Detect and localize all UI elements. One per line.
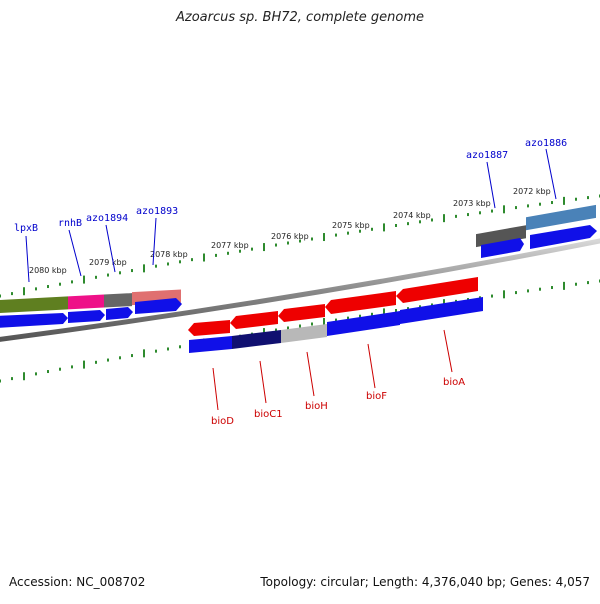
- gene-label-bioD[interactable]: bioD: [211, 416, 234, 427]
- scale-ticks-upper: [0, 194, 600, 298]
- gene-label-azo1887[interactable]: azo1887: [466, 150, 508, 161]
- cds-block[interactable]: [400, 297, 483, 324]
- gene-azo1887[interactable]: [476, 225, 526, 248]
- callout-line: [486, 161, 496, 209]
- kbp-label: 2073 kbp: [453, 199, 491, 208]
- callout-line: [259, 360, 267, 404]
- gene-bioD[interactable]: [188, 320, 230, 336]
- callout-line: [443, 329, 453, 373]
- cds-arrow[interactable]: [481, 238, 524, 258]
- upper-callouts: [25, 148, 557, 283]
- gene-label-lpxB[interactable]: lpxB: [14, 223, 38, 234]
- callout-line: [25, 235, 30, 283]
- kbp-label: 2078 kbp: [150, 250, 188, 259]
- gene-label-rnhB[interactable]: rnhB: [58, 218, 82, 229]
- callout-line: [105, 224, 116, 273]
- gene-label-bioA[interactable]: bioA: [443, 377, 465, 388]
- kbp-label: 2076 kbp: [271, 232, 309, 241]
- cds-arrow[interactable]: [135, 298, 182, 314]
- kbp-label: 2075 kbp: [332, 221, 370, 230]
- callout-line: [306, 351, 315, 397]
- genome-summary-text: Topology: circular; Length: 4,376,040 bp…: [260, 575, 590, 589]
- kbp-labels: 2080 kbp 2079 kbp 2078 kbp 2077 kbp 2076…: [29, 187, 551, 275]
- upper-cds-track: [0, 225, 597, 328]
- gene-label-bioH[interactable]: bioH: [305, 401, 328, 412]
- gene-rnhB[interactable]: [68, 294, 104, 310]
- cds-arrow[interactable]: [0, 313, 68, 328]
- gene-bioF[interactable]: [325, 291, 396, 314]
- callout-line: [68, 229, 82, 277]
- lower-gene-labels: bioD bioC1 bioH bioF bioA: [211, 377, 465, 427]
- cds-block[interactable]: [232, 330, 281, 349]
- kbp-label: 2072 kbp: [513, 187, 551, 196]
- gene-label-azo1894[interactable]: azo1894: [86, 213, 128, 224]
- kbp-label: 2079 kbp: [89, 258, 127, 267]
- gene-lpxB[interactable]: [0, 296, 68, 314]
- cds-arrow[interactable]: [68, 310, 105, 323]
- gene-label-bioF[interactable]: bioF: [366, 391, 387, 402]
- bio-operon-genes: [188, 277, 478, 336]
- gene-azo1894[interactable]: [104, 293, 132, 308]
- kbp-label: 2080 kbp: [29, 266, 67, 275]
- upper-gene-labels: lpxB rnhB azo1894 azo1893 azo1887 azo188…: [14, 138, 567, 234]
- map-title: Azoarcus sp. BH72, complete genome: [175, 10, 425, 25]
- accession-text: Accession: NC_008702: [9, 575, 146, 589]
- gene-label-bioC1[interactable]: bioC1: [254, 409, 283, 420]
- kbp-label: 2077 kbp: [211, 241, 249, 250]
- cds-block[interactable]: [327, 311, 400, 336]
- callout-line: [545, 148, 557, 200]
- cds-arrow[interactable]: [530, 225, 597, 249]
- lower-callouts: [212, 329, 453, 411]
- kbp-label: 2074 kbp: [393, 211, 431, 220]
- gene-label-azo1893[interactable]: azo1893: [136, 206, 178, 217]
- cds-block[interactable]: [281, 324, 327, 343]
- gene-azo1886[interactable]: [526, 204, 596, 231]
- gene-bioA[interactable]: [396, 277, 478, 303]
- gene-bioC1[interactable]: [230, 311, 278, 329]
- callout-line: [367, 343, 376, 389]
- lower-cds-track: [189, 297, 483, 353]
- gene-bioH[interactable]: [278, 304, 325, 322]
- callout-line: [212, 367, 219, 411]
- cds-arrow[interactable]: [106, 307, 133, 320]
- gene-label-azo1886[interactable]: azo1886: [525, 138, 567, 149]
- callout-line: [152, 217, 157, 266]
- cds-block[interactable]: [189, 336, 232, 353]
- genome-backbone: [0, 238, 600, 342]
